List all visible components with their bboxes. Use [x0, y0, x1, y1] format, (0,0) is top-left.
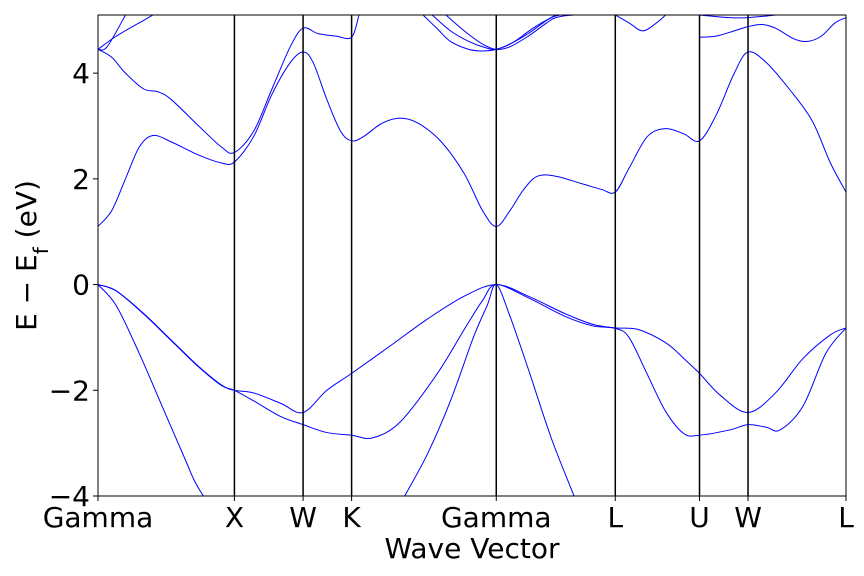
band-line-11: [445, 15, 616, 50]
band-line-8: [98, 15, 154, 50]
band-line-14: [699, 15, 776, 19]
band-line-5: [98, 51, 846, 227]
plot-frame: [97, 14, 847, 497]
y-tick-label: 0: [72, 269, 90, 302]
x-tick-label-k: K: [342, 501, 361, 534]
y-tick-label: 4: [72, 57, 90, 90]
y-tick-label: −2: [49, 374, 90, 407]
band-lines: [98, 15, 846, 496]
band-line-4: [404, 284, 575, 496]
y-axis-label: E − Ef (eV): [10, 180, 53, 331]
band-line-13: [699, 17, 846, 43]
band-line-1: [98, 284, 846, 414]
x-tick-label-gamma: Gamma: [43, 501, 154, 534]
y-axis-label-main: E − E: [10, 254, 43, 331]
y-axis-label-unit: (eV): [10, 180, 43, 247]
y-tick-label: −4: [49, 480, 90, 513]
x-tick-label-u: U: [689, 501, 710, 534]
x-tick-label-w: W: [734, 501, 762, 534]
band-line-3: [98, 284, 204, 496]
x-tick-label-x: X: [225, 501, 244, 534]
band-line-6: [98, 15, 360, 154]
band-line-2: [98, 284, 846, 439]
x-tick-label-l: L: [838, 501, 854, 534]
band-line-9: [422, 15, 557, 52]
x-tick-label-w: W: [289, 501, 317, 534]
kpoint-lines: [233, 15, 749, 496]
x-axis-label: Wave Vector: [385, 532, 560, 565]
band-line-7: [98, 15, 126, 51]
x-tick-label-l: L: [607, 501, 623, 534]
x-tick-label-gamma: Gamma: [441, 501, 552, 534]
band-line-12: [615, 15, 666, 32]
y-axis-label-sub: f: [29, 246, 53, 254]
y-tick-label: 2: [72, 163, 90, 196]
